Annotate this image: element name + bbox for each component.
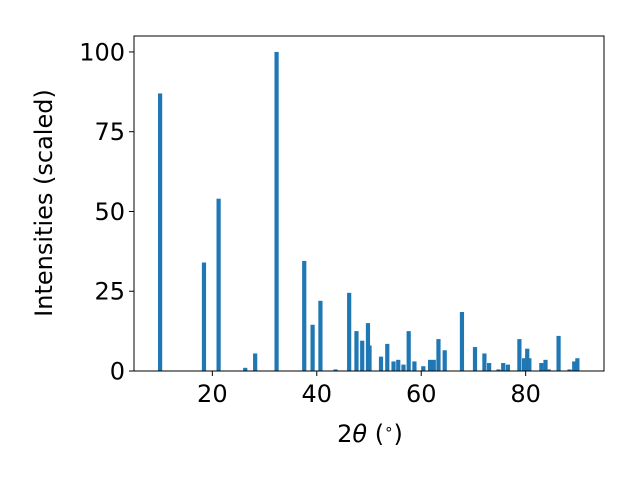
x-axis-label-part: ) xyxy=(393,420,402,448)
x-axis-label-part: 2 xyxy=(337,420,352,448)
x-axis-ticks: 20 40 60 80 xyxy=(197,371,541,408)
x-tick-label: 20 xyxy=(197,380,228,408)
y-axis-ticks: 0 25 50 75 100 xyxy=(79,38,134,386)
bar xyxy=(412,361,417,371)
bar xyxy=(496,369,501,371)
bar xyxy=(378,356,384,371)
bar xyxy=(442,350,447,371)
bar xyxy=(482,353,487,371)
bar xyxy=(539,363,544,371)
bar xyxy=(201,262,207,371)
bar xyxy=(428,359,433,371)
bar xyxy=(527,358,532,371)
plot-frame xyxy=(133,35,605,372)
bar xyxy=(421,366,426,371)
y-axis-label: Intensities (scaled) xyxy=(30,89,58,317)
bar xyxy=(556,335,561,371)
bar xyxy=(158,93,163,372)
x-axis-label-part: ( xyxy=(367,420,384,448)
x-tick-label: 60 xyxy=(406,380,437,408)
bar xyxy=(567,369,572,371)
bar xyxy=(501,363,506,371)
bar xyxy=(274,51,279,371)
bar xyxy=(522,358,527,371)
bar xyxy=(318,300,323,371)
bar xyxy=(575,358,580,371)
bar xyxy=(360,340,365,371)
y-tick-label: 0 xyxy=(110,358,125,386)
bar xyxy=(302,260,307,371)
bar xyxy=(354,331,359,371)
bars-group xyxy=(158,51,580,372)
bar xyxy=(431,359,436,371)
bar xyxy=(487,363,492,371)
bar xyxy=(396,359,401,371)
bar xyxy=(572,361,577,371)
y-tick-label: 50 xyxy=(94,198,125,226)
y-tick-label: 25 xyxy=(94,278,125,306)
bar xyxy=(243,367,248,371)
bar xyxy=(347,292,352,371)
bar xyxy=(436,339,441,371)
y-tick-label: 100 xyxy=(79,38,125,66)
bar xyxy=(406,331,411,371)
x-axis-label-theta: θ xyxy=(352,420,367,448)
bar xyxy=(459,311,465,371)
x-axis-label-degree: ∘ xyxy=(384,420,393,438)
bar xyxy=(367,345,372,371)
y-tick-label: 75 xyxy=(94,118,125,146)
bar xyxy=(401,364,406,371)
bar xyxy=(543,359,548,371)
bar xyxy=(546,369,551,371)
bar xyxy=(385,343,390,371)
bar xyxy=(333,369,338,371)
bar xyxy=(517,339,522,371)
x-tick-label: 40 xyxy=(302,380,333,408)
bar xyxy=(391,361,396,371)
x-axis-label: 2θ (∘) xyxy=(337,420,403,448)
x-tick-label: 80 xyxy=(510,380,541,408)
bar xyxy=(253,353,258,371)
bar xyxy=(472,347,478,371)
bar xyxy=(310,324,315,371)
bar xyxy=(505,364,511,371)
bar xyxy=(216,198,221,371)
